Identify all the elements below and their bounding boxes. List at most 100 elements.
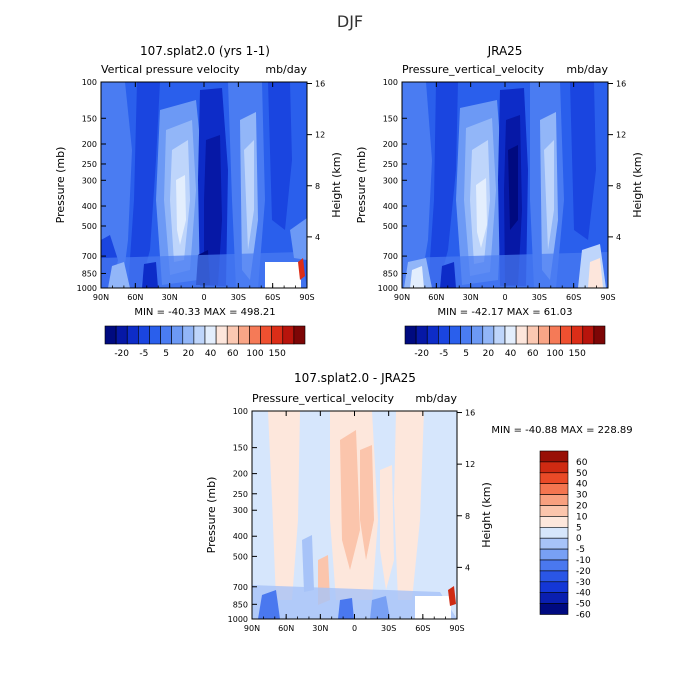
colorbar-box — [515, 325, 528, 345]
model-field — [101, 82, 307, 288]
model-colorbar: -20 -5 5 20 40 60 100 150 — [104, 325, 306, 359]
colorbar-label: -5 — [439, 349, 448, 359]
colorbar-label: 30 — [576, 491, 588, 501]
colorbar-box — [260, 325, 272, 345]
diff-field — [252, 411, 457, 619]
colorbar-box — [482, 325, 495, 345]
colorbar-box — [182, 325, 195, 345]
colorbar-box — [471, 325, 484, 345]
x-tick-label: 30S — [381, 624, 396, 633]
y-tick-label: 1000 — [378, 284, 398, 293]
height-tick-label: 8 — [315, 182, 320, 191]
colorbar-label: 20 — [483, 349, 495, 359]
x-tick-label: 90N — [244, 624, 260, 633]
colorbar-box — [539, 505, 569, 517]
model-subtitle-right: mb/day — [265, 63, 307, 76]
y-tick-label: 150 — [383, 114, 398, 123]
obs-title: JRA25 — [487, 44, 523, 58]
y-tick-label: 250 — [383, 160, 398, 169]
y-tick-label: 150 — [82, 114, 97, 123]
y-tick-label: 300 — [383, 176, 398, 185]
colorbar-label: 5 — [576, 523, 582, 533]
colorbar-box — [560, 325, 572, 345]
colorbar-box — [593, 325, 606, 345]
colorbar-box — [539, 450, 569, 463]
y-tick-label: 850 — [233, 600, 248, 609]
y-tick-label: 850 — [82, 269, 97, 278]
model-panel: 107.splat2.0 (yrs 1-1) Vertical pressure… — [54, 44, 343, 359]
colorbar-box — [538, 325, 550, 345]
x-tick-label: 30S — [231, 293, 246, 302]
y-tick-label: 700 — [383, 252, 398, 261]
y-tick-label: 400 — [233, 532, 248, 541]
colorbar-label: -50 — [576, 600, 591, 610]
x-tick-label: 60S — [415, 624, 430, 633]
y-tick-label: 100 — [383, 78, 398, 87]
obs-stats: MIN = -42.17 MAX = 61.03 — [438, 307, 573, 318]
height-axis-label: Height (km) — [631, 152, 644, 218]
colorbar-label: -10 — [576, 556, 591, 566]
obs-subtitle-left: Pressure_vertical_velocity — [402, 63, 544, 76]
colorbar-box — [539, 581, 569, 593]
colorbar-label: 150 — [269, 349, 286, 359]
x-tick-label: 60N — [127, 293, 143, 302]
x-tick-label: 30S — [532, 293, 547, 302]
diff-title: 107.splat2.0 - JRA25 — [294, 371, 416, 385]
y-tick-label: 500 — [383, 222, 398, 231]
colorbar-label: 5 — [463, 349, 469, 359]
colorbar-box — [539, 494, 569, 506]
x-tick-label: 60S — [566, 293, 581, 302]
height-tick-label: 16 — [616, 80, 626, 89]
y-tick-label: 1000 — [77, 284, 97, 293]
height-tick-label: 16 — [465, 409, 475, 418]
height-tick-label: 12 — [315, 131, 325, 140]
obs-axes: 90N 60N 30N 0 30S 60S 90S 100 150 200 250 300 400 500… — [355, 78, 644, 302]
diff-subtitle-left: Pressure_vertical_velocity — [252, 392, 394, 405]
colorbar-label: 100 — [546, 349, 563, 359]
x-tick-label: 60N — [278, 624, 294, 633]
x-tick-label: 30N — [312, 624, 328, 633]
height-axis-label: Height (km) — [330, 152, 343, 218]
x-tick-label: 30N — [162, 293, 178, 302]
height-tick-label: 4 — [616, 233, 621, 242]
diff-axes: 90N 60N 30N 0 30S 60S 90S 100 150 200 250 300 400 500… — [205, 407, 493, 633]
height-tick-label: 16 — [315, 80, 325, 89]
x-tick-label: 0 — [201, 293, 206, 302]
colorbar-box — [293, 325, 306, 345]
colorbar-box — [539, 516, 569, 528]
colorbar-box — [493, 325, 506, 345]
y-tick-label: 150 — [233, 444, 248, 453]
height-tick-label: 8 — [616, 182, 621, 191]
colorbar-label: -20 — [576, 567, 591, 577]
colorbar-label: 40 — [505, 349, 517, 359]
model-stats: MIN = -40.33 MAX = 498.21 — [134, 307, 275, 318]
colorbar-box — [171, 325, 184, 345]
colorbar-box — [539, 472, 569, 484]
y-tick-label: 300 — [233, 506, 248, 515]
colorbar-box — [226, 325, 239, 345]
colorbar-box — [539, 592, 569, 604]
height-tick-label: 12 — [616, 131, 626, 140]
y-tick-label: 500 — [82, 222, 97, 231]
y-tick-label: 300 — [82, 176, 97, 185]
colorbar-box — [193, 325, 206, 345]
colorbar-box — [138, 325, 150, 345]
colorbar-box — [539, 559, 569, 572]
colorbar-label: 60 — [576, 458, 588, 468]
colorbar-box — [539, 461, 569, 474]
x-tick-label: 90S — [449, 624, 464, 633]
y-tick-label: 100 — [233, 407, 248, 416]
height-tick-label: 8 — [465, 512, 470, 521]
colorbar-box — [539, 548, 569, 561]
y-tick-label: 700 — [82, 252, 97, 261]
y-tick-label: 250 — [233, 490, 248, 499]
colorbar-box — [149, 325, 161, 345]
x-tick-label: 90S — [299, 293, 314, 302]
colorbar-label: -5 — [576, 545, 585, 555]
colorbar-label: 0 — [576, 534, 582, 544]
x-tick-label: 60N — [428, 293, 444, 302]
colorbar-box — [460, 325, 472, 345]
colorbar-label: -30 — [576, 578, 591, 588]
colorbar-box — [539, 526, 569, 539]
